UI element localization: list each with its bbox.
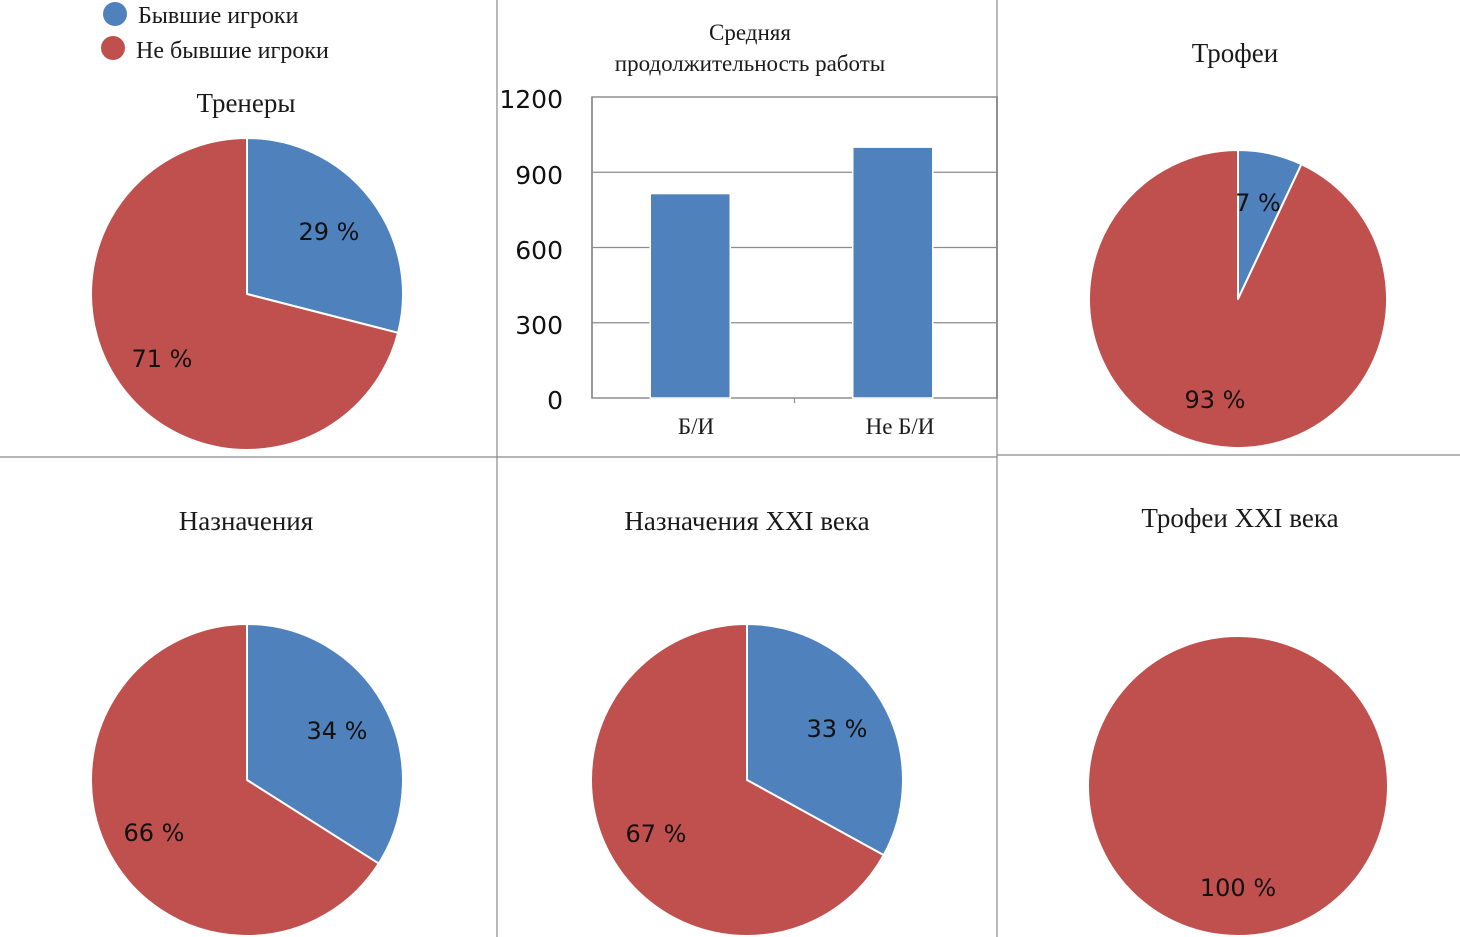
legend-swatch-former: [103, 2, 127, 26]
y-tick-900: 900: [515, 161, 563, 190]
bar-former: [649, 192, 731, 399]
pie-slice-not-former-4: [589, 623, 885, 937]
pie-label-former-appointments: 34 %: [307, 717, 368, 745]
bar-chart-average-tenure: Средняя продолжительность работы 0 300 6…: [499, 20, 998, 439]
pie-slice-not-former-5: [1087, 635, 1389, 937]
pie-label-former-coaches: 29 %: [299, 218, 360, 246]
legend-label-not-former: Не бывшие игроки: [136, 38, 329, 64]
pie-label-not-former-appointments-21st-century: 67 %: [626, 820, 687, 848]
pie-label-not-former-appointments: 66 %: [124, 819, 185, 847]
pie-slice-not-former-0: [90, 137, 400, 451]
chart-title-appointments-21st-century: Назначения XXI века: [624, 506, 869, 536]
y-tick-600: 600: [515, 236, 563, 265]
chart-title-trophies: Трофеи: [1192, 38, 1278, 68]
pie-label-not-former-coaches: 71 %: [132, 345, 193, 373]
y-tick-1200: 1200: [499, 85, 563, 114]
pie-label-former-appointments-21st-century: 33 %: [807, 715, 868, 743]
pie-label-not-former-trophies: 93 %: [1185, 386, 1246, 414]
pie-slice-not-former-2: [1088, 149, 1388, 449]
pie-chart-appointments-21st-century: Назначения XXI века 33 % 67 %: [589, 506, 904, 937]
chart-title-trophies-21st-century: Трофеи XXI века: [1141, 503, 1338, 533]
legend: Бывшие игроки Не бывшие игроки: [101, 2, 329, 64]
legend-swatch-not-former: [101, 36, 125, 60]
pie-chart-trophies: Трофеи 7 % 93 %: [1088, 38, 1388, 449]
x-category-not-former: Не Б/И: [866, 414, 935, 439]
pie-chart-appointments: Назначения 34 % 66 %: [90, 506, 404, 937]
bar-chart-title-line-2: продолжительность работы: [615, 51, 885, 76]
pie-slice-former-4: [746, 623, 904, 857]
bar-chart-title-line-1: Средняя: [709, 20, 791, 45]
bar-not-former: [852, 146, 934, 399]
y-tick-0: 0: [547, 386, 563, 415]
pie-slice-former-0: [246, 137, 404, 334]
pie-chart-coaches: Тренеры 29 % 71 %: [90, 88, 404, 451]
chart-title-coaches: Тренеры: [196, 88, 295, 118]
pie-chart-trophies-21st-century: Трофеи XXI века 100 %: [1087, 503, 1389, 937]
pie-label-former-trophies: 7 %: [1235, 189, 1281, 217]
chart-title-appointments: Назначения: [179, 506, 313, 536]
x-category-former: Б/И: [678, 414, 714, 439]
y-tick-300: 300: [515, 311, 563, 340]
legend-label-former: Бывшие игроки: [138, 3, 299, 29]
pie-label-not-former-trophies-21st-century: 100 %: [1200, 874, 1276, 902]
pie-slice-not-former-3: [90, 623, 380, 937]
